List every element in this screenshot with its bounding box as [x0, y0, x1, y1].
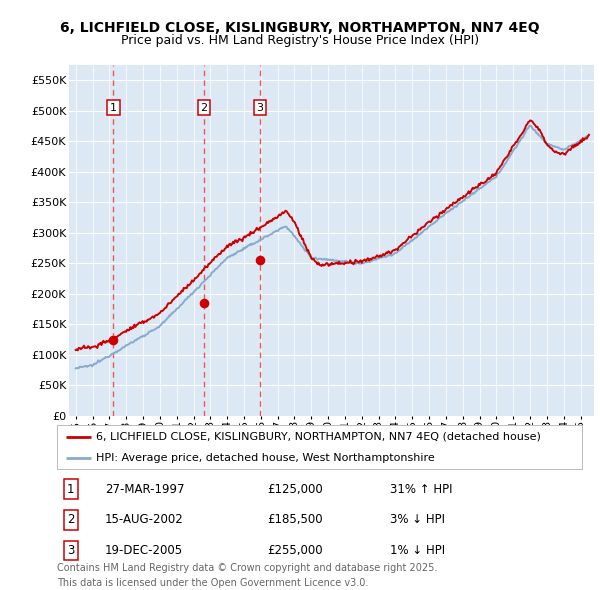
Text: £255,000: £255,000: [267, 544, 323, 557]
Text: 19-DEC-2005: 19-DEC-2005: [105, 544, 183, 557]
Text: Price paid vs. HM Land Registry's House Price Index (HPI): Price paid vs. HM Land Registry's House …: [121, 34, 479, 47]
Text: 27-MAR-1997: 27-MAR-1997: [105, 483, 185, 496]
Text: Contains HM Land Registry data © Crown copyright and database right 2025.: Contains HM Land Registry data © Crown c…: [57, 563, 437, 573]
Text: 3% ↓ HPI: 3% ↓ HPI: [390, 513, 445, 526]
Text: 3: 3: [257, 103, 263, 113]
Text: 6, LICHFIELD CLOSE, KISLINGBURY, NORTHAMPTON, NN7 4EQ: 6, LICHFIELD CLOSE, KISLINGBURY, NORTHAM…: [60, 21, 540, 35]
Text: 3: 3: [67, 544, 74, 557]
Text: 2: 2: [200, 103, 208, 113]
Text: 31% ↑ HPI: 31% ↑ HPI: [390, 483, 452, 496]
Point: [199, 298, 209, 307]
Text: HPI: Average price, detached house, West Northamptonshire: HPI: Average price, detached house, West…: [97, 453, 435, 463]
Text: £125,000: £125,000: [267, 483, 323, 496]
Text: 1: 1: [67, 483, 74, 496]
Point: [109, 335, 118, 345]
Text: 1% ↓ HPI: 1% ↓ HPI: [390, 544, 445, 557]
Text: This data is licensed under the Open Government Licence v3.0.: This data is licensed under the Open Gov…: [57, 578, 368, 588]
Text: 1: 1: [110, 103, 117, 113]
Text: £185,500: £185,500: [267, 513, 323, 526]
Text: 15-AUG-2002: 15-AUG-2002: [105, 513, 184, 526]
Text: 2: 2: [67, 513, 74, 526]
Text: 6, LICHFIELD CLOSE, KISLINGBURY, NORTHAMPTON, NN7 4EQ (detached house): 6, LICHFIELD CLOSE, KISLINGBURY, NORTHAM…: [97, 432, 541, 442]
Point: [256, 255, 265, 265]
